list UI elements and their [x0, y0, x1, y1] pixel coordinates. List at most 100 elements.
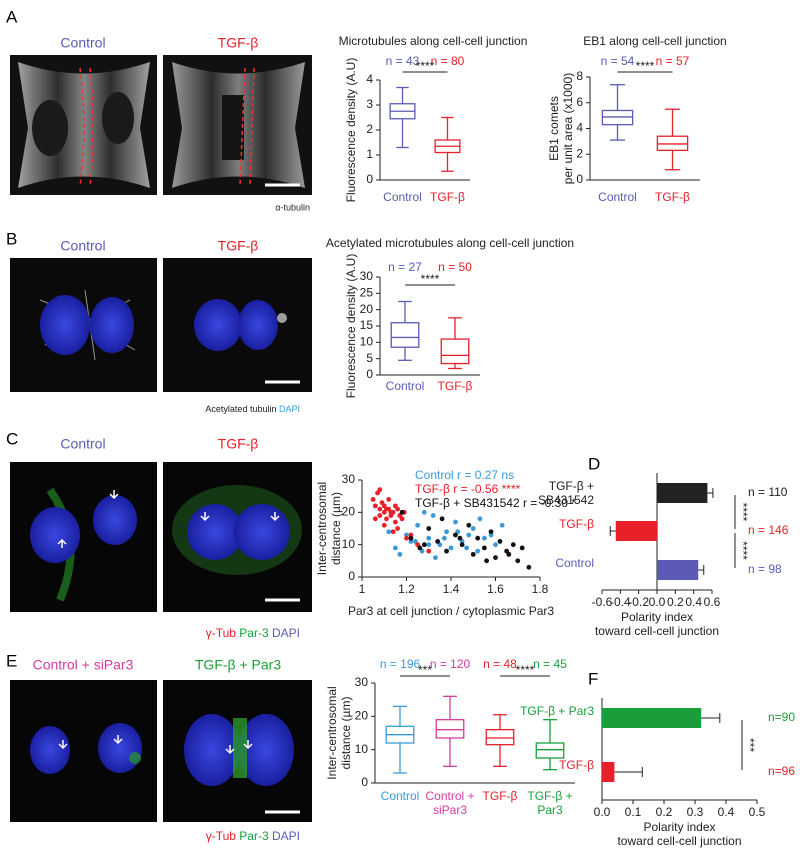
micrograph: [10, 258, 312, 392]
y-tick-label: 10: [360, 335, 374, 349]
significance: ****: [421, 272, 440, 286]
point: [426, 526, 432, 531]
x-tick-label: 1.8: [532, 582, 549, 596]
x-axis-label: toward cell-cell junction: [595, 624, 719, 638]
point: [390, 529, 396, 535]
x-tick-label: -0.4: [610, 595, 631, 609]
point: [448, 545, 454, 551]
point: [475, 535, 481, 541]
point: [444, 529, 449, 535]
point: [384, 516, 389, 522]
n-label: n = 43: [386, 54, 420, 68]
point: [493, 542, 498, 548]
point: [417, 545, 423, 551]
point: [510, 542, 516, 548]
n-label: n = 50: [438, 260, 472, 274]
x-tick-label: -0.2: [628, 595, 649, 609]
bar: [602, 708, 702, 728]
label-box: TGF-β: [483, 789, 518, 803]
image-label: TGF-β: [218, 436, 259, 452]
label-box: Control: [383, 190, 422, 204]
image-label: Control: [60, 238, 105, 254]
y-axis-label: Inter-centrosomal: [325, 686, 339, 779]
point: [499, 522, 505, 528]
label-box: Control + siPar3: [425, 789, 474, 817]
point: [372, 503, 378, 509]
significance: ****: [416, 59, 435, 73]
box: [390, 322, 420, 348]
point: [381, 522, 387, 528]
label-box: Control: [381, 789, 420, 803]
image-label: TGF-β + Par3: [195, 657, 281, 673]
point: [481, 535, 487, 541]
x-axis-label: toward cell-cell junction: [617, 834, 741, 848]
y-axis-label: Fluorescence density (A.U): [344, 58, 358, 203]
category-label: Control: [598, 190, 637, 204]
box: [535, 742, 565, 759]
y-tick-label: 2: [576, 146, 583, 160]
y-tick-label: 0: [576, 172, 583, 186]
y-axis-label: distance (µm): [329, 492, 343, 565]
point: [384, 506, 389, 512]
point: [519, 545, 525, 551]
significance: ***: [418, 663, 432, 677]
image-caption: Acetylated tubulin DAPI: [205, 404, 300, 414]
chart-title: Microtubules along cell-cell junction: [339, 34, 528, 48]
y-tick-label: 5: [366, 351, 373, 365]
image-caption: γ-Tub Par-3 DAPI: [206, 829, 300, 843]
point: [497, 539, 503, 544]
label-box: TGF-β: [559, 517, 594, 531]
x-tick-label: 0.2: [667, 595, 684, 609]
box: [440, 338, 470, 365]
point: [421, 509, 427, 515]
significance: ****: [636, 59, 655, 73]
point: [441, 535, 447, 541]
label-box: TGF-β: [655, 190, 690, 204]
y-tick-label: 20: [342, 505, 356, 519]
panel-letter: F: [588, 669, 598, 688]
n-label: n = 98: [748, 562, 782, 576]
x-tick-label: 1.2: [398, 582, 415, 596]
significance: ****: [736, 503, 750, 522]
caption-part: γ-Tub: [206, 626, 237, 640]
point: [408, 535, 414, 541]
caption-part: Par-3: [239, 829, 269, 843]
annotation-part: TGF-β + SB431542: [415, 496, 520, 510]
annotation-part: TGF-β: [415, 482, 450, 496]
y-tick-label: 25: [360, 286, 374, 300]
y-tick-label: 4: [576, 121, 583, 135]
point: [395, 506, 400, 512]
n-label: n=96: [768, 764, 795, 778]
point: [377, 506, 383, 512]
x-tick-label: 0.6: [704, 595, 721, 609]
point: [439, 516, 445, 522]
label-box: Control: [385, 379, 425, 393]
panel-letter: E: [6, 651, 17, 670]
point: [515, 558, 521, 564]
annotation-part: ****: [502, 482, 521, 496]
micrograph: [10, 680, 312, 822]
panel-letter: D: [588, 454, 600, 473]
category-label: TGF-β + Par3: [520, 704, 594, 718]
category-label: Control: [385, 379, 425, 393]
y-tick-label: 6: [576, 95, 583, 109]
point: [377, 513, 383, 518]
annotation: Control r = 0.27 ns: [415, 468, 514, 482]
point: [392, 519, 398, 525]
caption-part: DAPI: [272, 829, 300, 843]
point: [470, 551, 476, 557]
label-box: TGF-β: [430, 190, 465, 204]
n-label: n = 80: [431, 54, 465, 68]
x-tick-label: 0.1: [625, 805, 642, 819]
annotation-part: r = -0.30: [523, 496, 568, 510]
y-tick-label: 15: [360, 318, 374, 332]
y-tick-label: 3: [366, 97, 373, 111]
chart-title: EB1 along cell-cell junction: [583, 34, 726, 48]
point: [372, 516, 378, 522]
annotation: TGF-β r = -0.56 ****: [415, 482, 521, 496]
caption-part: Par-3: [239, 626, 269, 640]
annotation-part: r = -0.56: [453, 482, 498, 496]
point: [388, 509, 394, 515]
x-tick-label: 0.5: [749, 805, 766, 819]
